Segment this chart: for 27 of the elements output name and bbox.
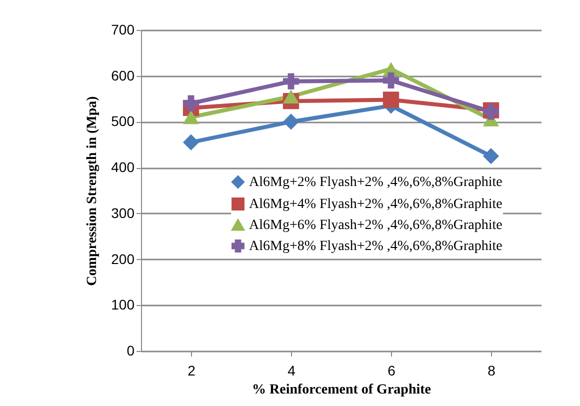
x-tick-label: 4 bbox=[288, 362, 296, 378]
y-tick-label: 500 bbox=[111, 113, 135, 130]
legend-label: Al6Mg+8% Flyash+2% ,4%,6%,8%Graphite bbox=[249, 239, 502, 254]
legend-label: Al6Mg+4% Flyash+2% ,4%,6%,8%Graphite bbox=[249, 197, 502, 212]
point bbox=[282, 114, 300, 130]
point bbox=[182, 95, 200, 112]
point bbox=[282, 90, 300, 104]
y-tick-label: 100 bbox=[111, 296, 135, 313]
y-tick-label: 0 bbox=[126, 342, 135, 358]
y-tick-label: 700 bbox=[111, 22, 135, 38]
y-axis-title: Compression Strength in (Mpa) bbox=[85, 96, 100, 286]
y-tick-label: 200 bbox=[111, 250, 135, 267]
y-tick-label: 600 bbox=[111, 67, 135, 84]
x-axis-title: % Reinforcement of Graphite bbox=[252, 382, 431, 398]
x-tick-label: 6 bbox=[388, 362, 396, 378]
point bbox=[382, 72, 400, 89]
point bbox=[182, 134, 200, 150]
x-tick-label: 8 bbox=[488, 362, 496, 378]
point bbox=[482, 148, 500, 164]
point bbox=[282, 73, 300, 90]
point bbox=[382, 92, 400, 108]
point bbox=[182, 110, 200, 124]
y-tick-label: 400 bbox=[111, 159, 135, 176]
legend-label: Al6Mg+2% Flyash+2% ,4%,6%,8%Graphite bbox=[249, 175, 502, 190]
y-tick-label: 300 bbox=[111, 204, 135, 221]
legend-label: Al6Mg+6% Flyash+2% ,4%,6%,8%Graphite bbox=[249, 218, 502, 233]
x-tick-label: 2 bbox=[188, 362, 196, 378]
